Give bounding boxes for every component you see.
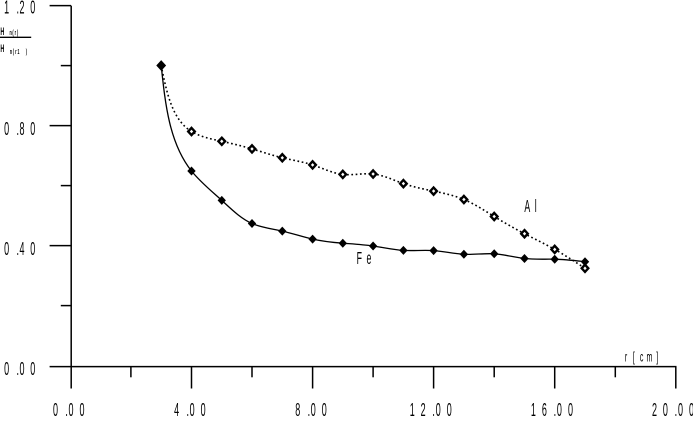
- svg-text:H: H: [0, 25, 4, 38]
- svg-text:n(r1 ): n(r1 ): [10, 49, 27, 57]
- svg-text:H: H: [0, 42, 4, 55]
- svg-text:8.00: 8.00: [295, 401, 327, 421]
- svg-text:r[cm]: r[cm]: [625, 350, 658, 365]
- svg-text:0.00: 0.00: [4, 360, 35, 380]
- svg-text:1.20: 1.20: [4, 0, 35, 19]
- svg-text:0.80: 0.80: [4, 120, 35, 140]
- svg-text:0.00: 0.00: [53, 401, 85, 421]
- svg-text:0.40: 0.40: [4, 240, 35, 260]
- svg-text:4.00: 4.00: [174, 401, 206, 421]
